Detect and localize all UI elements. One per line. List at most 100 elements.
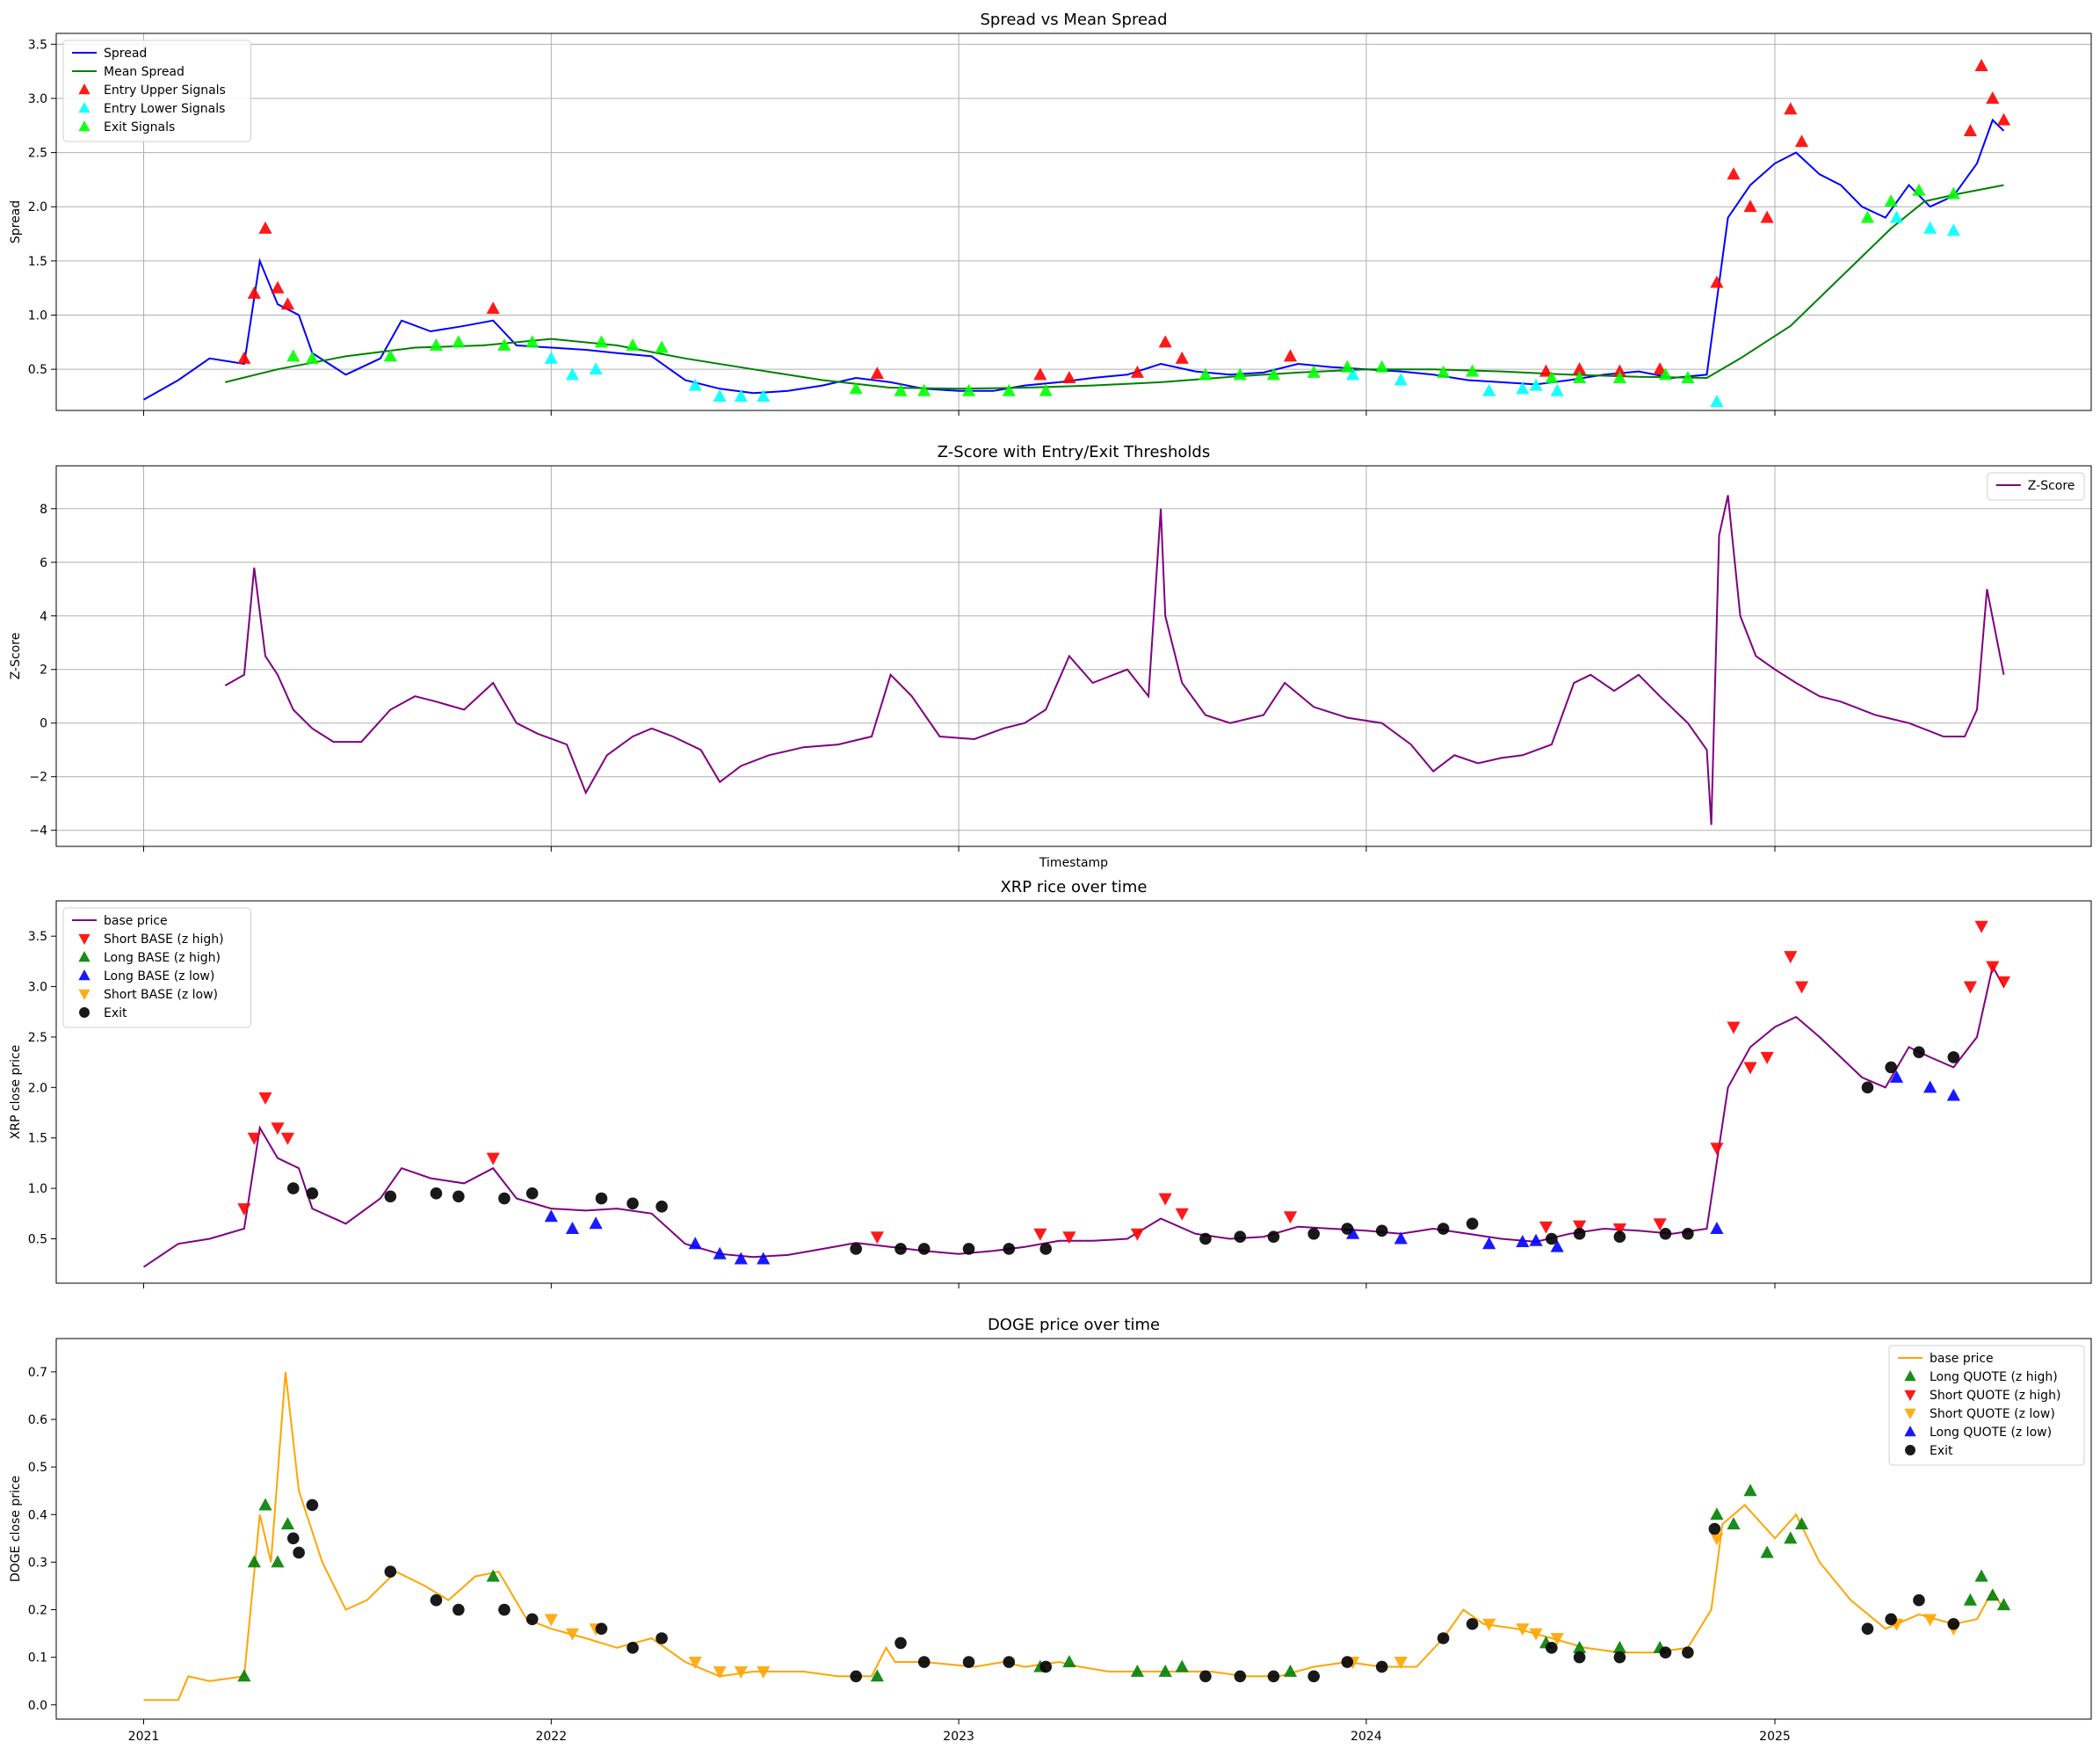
axes-frame — [55, 33, 2092, 411]
legend-swatch — [78, 969, 91, 981]
legend: base price Long QUOTE (z high) Short QUOTE… — [1888, 1345, 2085, 1466]
data-point — [1266, 367, 1281, 381]
data-point — [1158, 335, 1172, 348]
data-point — [1573, 1651, 1586, 1664]
data-point — [594, 335, 609, 348]
legend-label: Long BASE (z high) — [104, 951, 221, 965]
data-point — [1612, 1223, 1626, 1237]
x-tick-label: 2024 — [1351, 1730, 1382, 1744]
data-point — [1784, 102, 1798, 115]
y-tick-label: 2 — [40, 664, 47, 678]
data-point — [655, 1632, 668, 1644]
data-point — [544, 1209, 558, 1223]
plot-area — [143, 1371, 2011, 1702]
series-line-1 — [142, 963, 2005, 1268]
data-point — [1794, 981, 1809, 994]
data-point — [1861, 1622, 1874, 1635]
data-point — [286, 1532, 300, 1545]
plot-area — [224, 495, 2005, 825]
series-markers-4 — [544, 1533, 1960, 1679]
data-point — [237, 351, 251, 364]
data-point — [237, 1669, 251, 1682]
data-point — [1346, 1226, 1360, 1239]
data-point — [1794, 134, 1809, 148]
data-point — [1545, 371, 1559, 384]
series-markers-6 — [286, 1499, 1960, 1683]
data-point — [1482, 1618, 1496, 1631]
axes-frame — [55, 900, 2092, 1284]
legend-label: base price — [1930, 1352, 1994, 1366]
y-tick-label: 1.0 — [28, 1182, 47, 1196]
data-point — [1946, 186, 1960, 200]
data-point — [1375, 1660, 1388, 1673]
legend-label: Exit — [104, 1006, 127, 1020]
data-point — [258, 1498, 272, 1511]
series-line-2 — [225, 184, 2004, 390]
x-tick-label: 2021 — [128, 1730, 160, 1744]
data-point — [1466, 1617, 1479, 1630]
data-point — [1947, 1051, 1960, 1063]
data-point — [1375, 1224, 1388, 1237]
data-point — [1529, 378, 1543, 391]
data-point — [1912, 183, 1926, 196]
data-point — [655, 1200, 668, 1213]
data-point — [286, 349, 301, 362]
data-point — [383, 349, 397, 362]
y-tick-label: 3.0 — [28, 981, 47, 995]
data-point — [1573, 1220, 1587, 1233]
chart-title: Spread vs Mean Spread — [980, 11, 1167, 29]
series-markers-5 — [286, 183, 1960, 396]
data-point — [1394, 373, 1408, 386]
data-point — [1963, 1593, 1977, 1606]
data-point — [870, 1669, 884, 1682]
data-point — [280, 1517, 295, 1530]
grid — [56, 466, 2091, 846]
data-point — [498, 1603, 511, 1616]
data-point — [688, 378, 702, 391]
data-point — [850, 1243, 863, 1255]
data-point — [870, 1231, 884, 1245]
data-point — [1658, 367, 1673, 381]
data-point — [589, 362, 603, 375]
legend-box — [1888, 1345, 2085, 1466]
data-point — [1546, 1232, 1558, 1245]
data-point — [1199, 1232, 1212, 1245]
data-point — [1158, 1664, 1172, 1677]
data-point — [1039, 1660, 1053, 1673]
data-point — [1612, 371, 1626, 384]
y-tick-label: −2 — [29, 771, 47, 785]
data-point — [271, 280, 285, 294]
data-point — [271, 1555, 285, 1568]
data-point — [544, 1614, 558, 1627]
legend-label: Entry Lower Signals — [104, 102, 225, 116]
data-point — [1539, 364, 1553, 377]
y-axis-label: Z-Score — [9, 633, 23, 680]
data-point — [237, 1203, 251, 1216]
data-point — [1913, 1046, 1925, 1058]
data-point — [1653, 362, 1667, 375]
legend-label: Z-Score — [2028, 479, 2075, 493]
data-point — [1466, 1217, 1479, 1230]
data-point — [1130, 1228, 1145, 1241]
data-point — [1884, 194, 1898, 207]
data-point — [1267, 1230, 1280, 1244]
data-point — [1234, 1670, 1247, 1683]
x-tick-label: 2023 — [943, 1730, 974, 1744]
data-point — [247, 1132, 261, 1145]
chart-panel-2: −4 −2 0 2 4 6 8 Z-Score with Entry/Exit Thresho… — [9, 443, 2092, 870]
data-point — [1885, 1613, 1897, 1626]
data-point — [1612, 364, 1626, 377]
y-tick-label: 3.5 — [28, 38, 47, 52]
data-point — [1482, 383, 1496, 396]
data-point — [1033, 1228, 1047, 1241]
data-point — [258, 221, 272, 234]
data-point — [1466, 364, 1480, 377]
legend-swatch — [1904, 1426, 1916, 1437]
data-point — [894, 383, 908, 396]
legend-swatch — [78, 102, 91, 113]
y-tick-label: 0 — [40, 717, 47, 731]
data-point — [1923, 1080, 1937, 1093]
data-point — [1062, 1231, 1076, 1245]
legend: Z-Score — [1987, 472, 2085, 501]
chart-panel-3: 0.5 1.0 1.5 2.0 2.5 3.0 3.5 XRP rice over time X… — [9, 878, 2092, 1288]
